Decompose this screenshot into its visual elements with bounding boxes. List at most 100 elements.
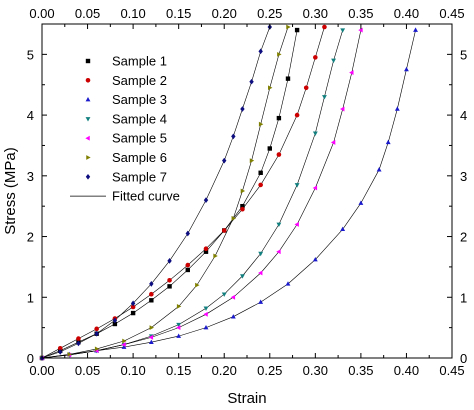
data-point-sample-3	[394, 106, 400, 111]
fitted-curve-sample-2	[41, 26, 325, 359]
data-point-sample-6	[94, 346, 100, 352]
data-point-sample-6	[268, 85, 273, 91]
data-point-sample-2	[303, 85, 309, 91]
data-point-sample-7	[231, 133, 236, 140]
data-point-sample-5	[340, 106, 345, 112]
data-point-sample-7	[112, 317, 118, 324]
legend-label: Sample 2	[112, 73, 167, 88]
x-tick-label-top: 0.15	[166, 6, 191, 21]
x-tick-label-top: 0.35	[348, 6, 373, 21]
data-point-sample-1	[276, 115, 282, 121]
y-tick-label-right: 3	[460, 169, 467, 184]
data-point-sample-7	[149, 281, 154, 287]
data-point-sample-3	[230, 314, 236, 319]
fitted-curve-sample-5	[41, 30, 362, 359]
x-axis-title: Strain	[227, 390, 266, 407]
y-tick-label-right: 2	[460, 230, 467, 245]
data-point-sample-1	[258, 170, 263, 175]
y-tick-label-left: 2	[27, 230, 34, 245]
data-point-sample-2	[313, 55, 318, 60]
data-point-sample-1	[285, 76, 291, 81]
data-point-sample-2	[221, 228, 227, 233]
data-point-sample-2	[76, 336, 81, 341]
data-point-sample-3	[385, 139, 391, 145]
data-point-sample-5	[330, 139, 336, 145]
data-point-sample-4	[240, 274, 245, 279]
data-point-sample-5	[203, 311, 208, 317]
y-tick-label-left: 3	[27, 169, 34, 184]
legend-marker-sample-3	[85, 96, 91, 102]
data-point-sample-3	[312, 256, 318, 262]
data-point-sample-2	[167, 277, 172, 283]
data-point-sample-3	[376, 167, 382, 172]
legend-label: Sample 3	[112, 92, 167, 107]
x-tick-label-bottom: 0.10	[120, 363, 145, 378]
data-point-sample-7	[167, 257, 172, 264]
data-point-sample-4	[221, 292, 227, 297]
data-point-sample-7	[222, 157, 227, 164]
data-point-sample-4	[203, 306, 209, 311]
data-point-sample-7	[130, 300, 136, 307]
data-point-sample-2	[258, 182, 263, 188]
data-point-sample-4	[276, 222, 282, 228]
x-tick-label-top: 0.10	[120, 6, 145, 21]
fitted-curve-sample-7	[41, 26, 271, 359]
legend-marker-sample-6	[86, 155, 91, 160]
x-tick-label-top: 0.40	[394, 6, 419, 21]
legend: Sample 1 Sample 2 Sample 3 Sample 4 Sample 5…	[70, 54, 180, 204]
data-point-sample-4	[331, 58, 336, 64]
data-point-sample-7	[185, 230, 190, 237]
data-point-sample-3	[285, 281, 291, 286]
axis-ticks-layer: 0.00 0.00 0.05 0.05 0.10 0.10 0.15 0.15 0.20 0.20…	[27, 6, 467, 378]
data-point-sample-5	[230, 294, 236, 300]
data-point-sample-1	[130, 310, 136, 316]
data-point-sample-1	[112, 321, 118, 327]
data-point-sample-2	[203, 246, 209, 251]
data-point-sample-1	[185, 267, 190, 273]
data-point-sample-7	[249, 78, 254, 85]
data-point-sample-2	[149, 291, 154, 297]
data-point-sample-5	[121, 342, 126, 348]
plot-frame	[41, 23, 453, 359]
x-tick-label-bottom: 0.05	[75, 363, 100, 378]
data-point-sample-5	[148, 334, 154, 340]
data-point-sample-5	[349, 70, 354, 76]
data-point-sample-6	[176, 303, 182, 309]
data-point-sample-7	[58, 349, 63, 355]
data-point-sample-3	[148, 339, 154, 344]
x-tick-label-top: 0.00	[29, 6, 54, 21]
x-tick-label-bottom: 0.35	[348, 363, 373, 378]
y-tick-label-right: 0	[460, 351, 467, 366]
data-point-sample-1	[294, 27, 300, 33]
y-tick-label-right: 5	[460, 47, 467, 62]
y-axis-title: Stress (MPa)	[2, 147, 19, 235]
data-point-sample-3	[258, 299, 264, 304]
data-point-sample-2	[322, 24, 327, 30]
data-point-sample-6	[249, 158, 255, 164]
legend-label: Sample 7	[112, 169, 167, 184]
legend-label: Sample 5	[112, 131, 167, 146]
data-point-sample-3	[203, 324, 209, 330]
x-tick-label-top: 0.45	[439, 6, 464, 21]
data-point-sample-7	[203, 197, 209, 203]
x-tick-label-bottom: 0.45	[439, 363, 464, 378]
data-point-sample-2	[94, 326, 99, 332]
data-point-sample-3	[176, 333, 182, 338]
data-point-sample-5	[358, 27, 363, 33]
legend-marker-sample-1	[85, 58, 91, 64]
data-point-sample-6	[67, 351, 72, 357]
data-point-sample-6	[286, 24, 291, 30]
data-point-sample-6	[231, 215, 236, 221]
data-point-sample-2	[240, 206, 245, 212]
legend-label: Sample 4	[112, 111, 167, 126]
data-point-sample-2	[185, 262, 191, 268]
data-point-sample-7	[258, 48, 263, 55]
legend-label: Sample 6	[112, 150, 167, 165]
data-point-sample-4	[312, 131, 318, 136]
data-point-sample-6	[258, 121, 264, 127]
data-point-sample-1	[267, 146, 272, 151]
data-point-sample-4	[322, 95, 327, 100]
x-tick-label-bottom: 0.00	[29, 363, 54, 378]
series-sample-5	[39, 27, 363, 361]
